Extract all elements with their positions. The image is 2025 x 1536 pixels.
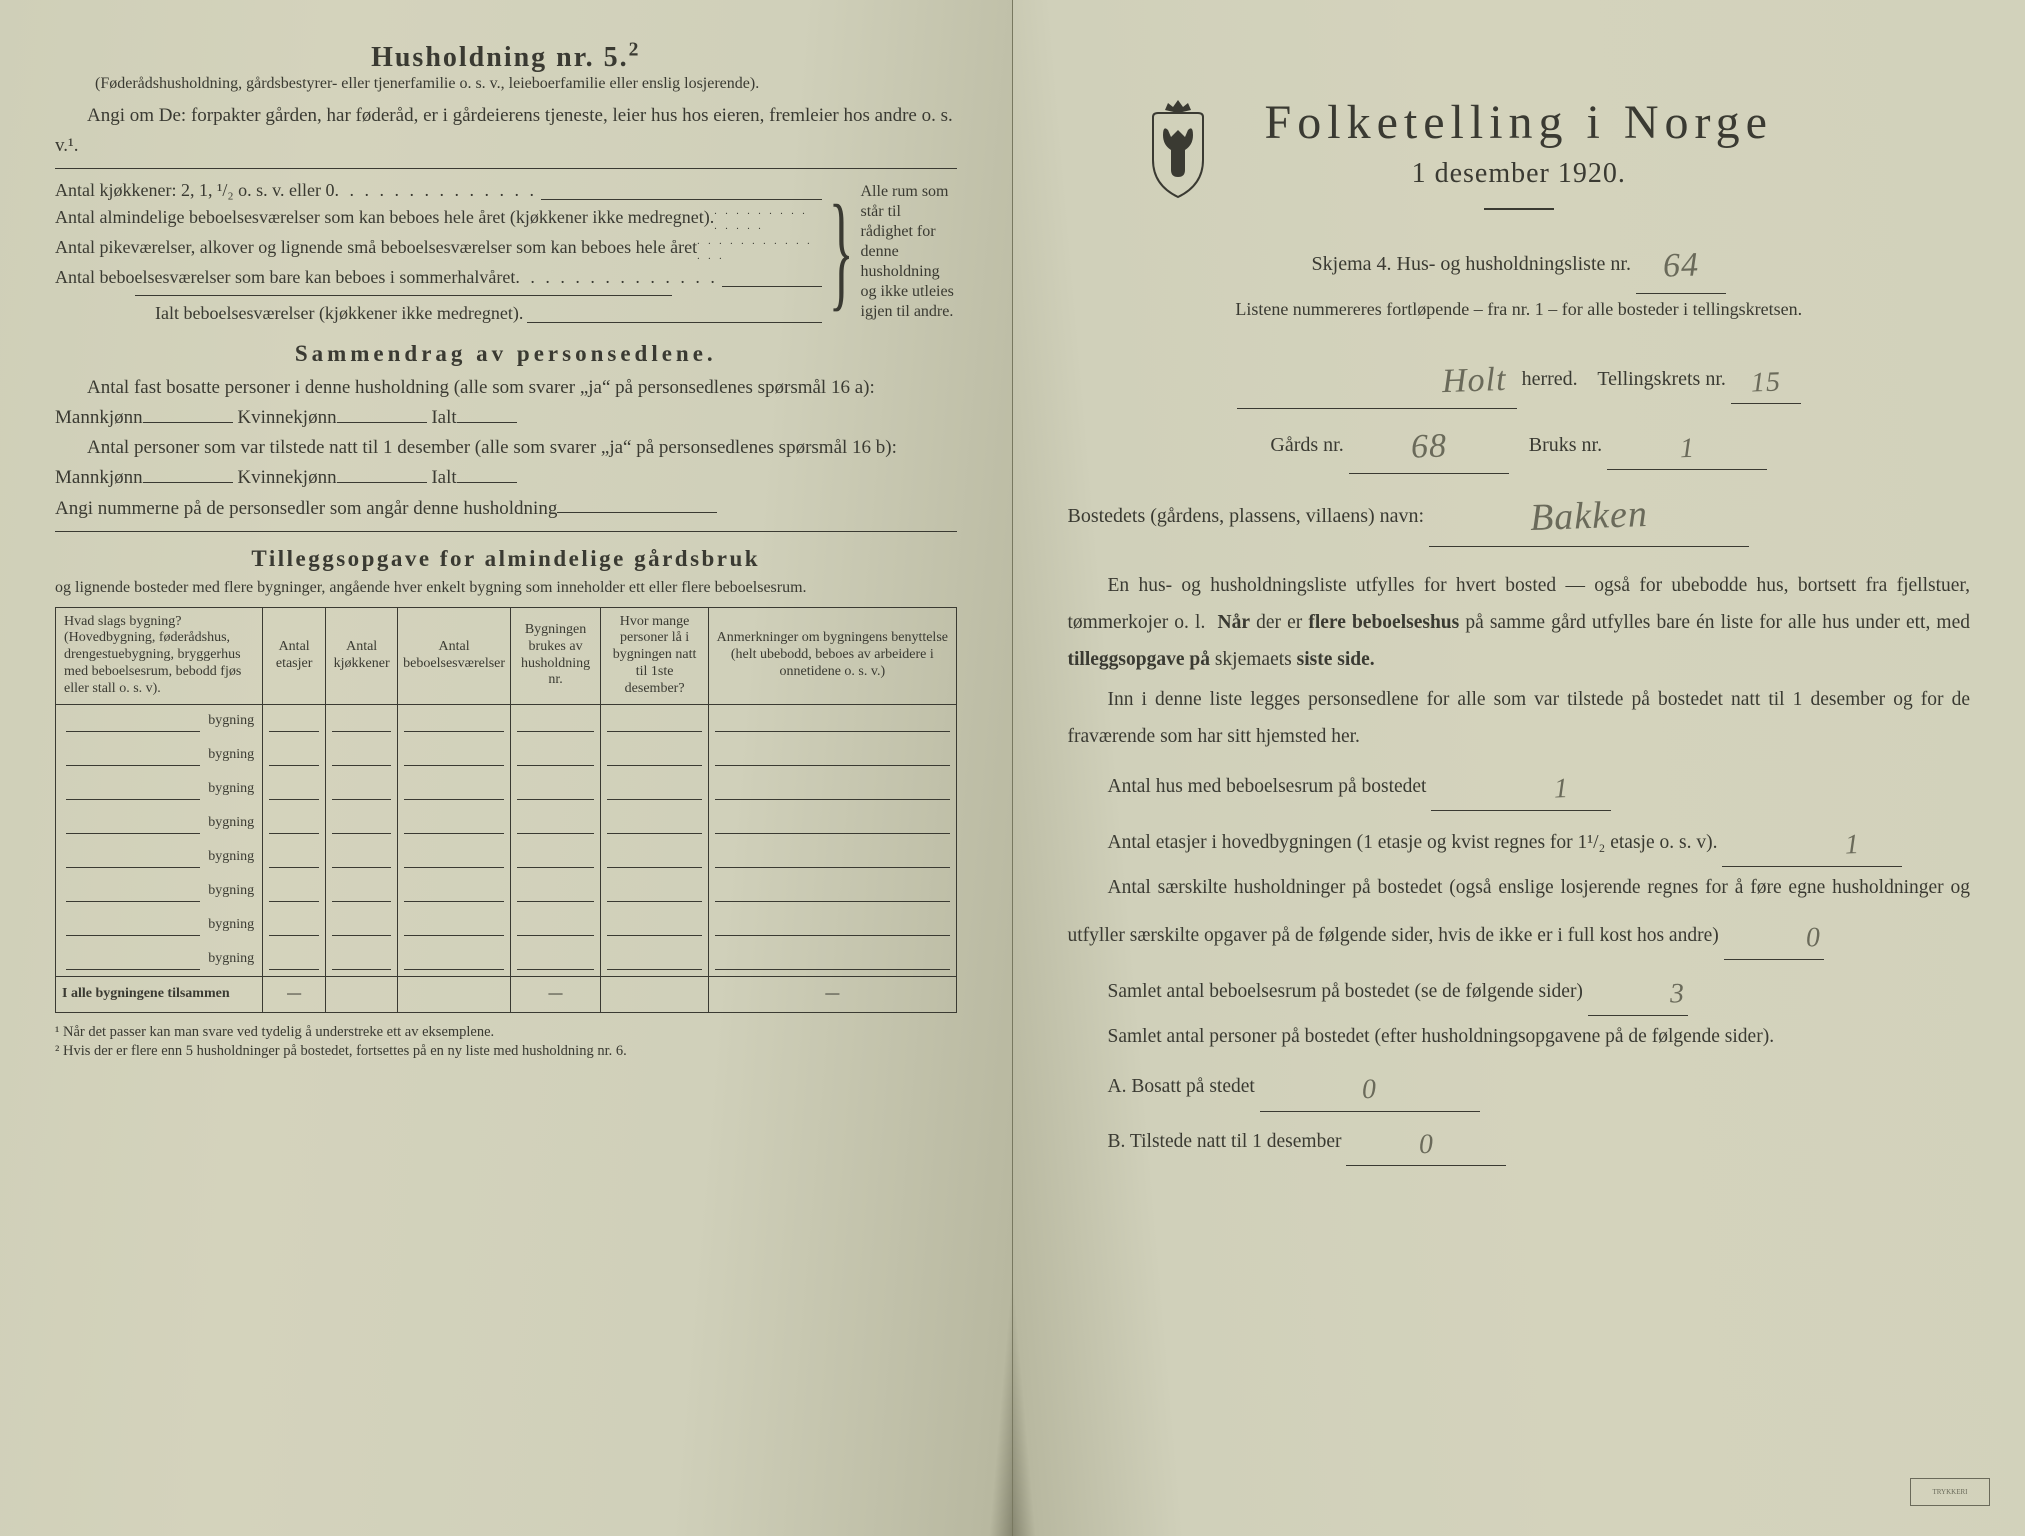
table-row: bygning [56, 840, 957, 874]
col-bygning: Hvad slags bygning? (Hovedbygning, føder… [56, 607, 263, 704]
q1: Antal hus med beboelsesrum på bostedet 1 [1068, 757, 1971, 811]
tillegg-sub: og lignende bosteder med flere bygninger… [55, 578, 957, 599]
rooms-group: Antal kjøkkener: 2, 1, ¹/₂ o. s. v. elle… [55, 177, 957, 327]
tillegg-table: Hvad slags bygning? (Hovedbygning, føder… [55, 607, 957, 1013]
q4: Samlet antal beboelsesrum på bostedet (s… [1068, 962, 1971, 1016]
section-tillegg: Tilleggsopgave for almindelige gårdsbruk [55, 546, 957, 572]
footnotes: ¹ Når det passer kan man svare ved tydel… [55, 1023, 957, 1062]
divider-2 [55, 531, 957, 532]
right-page: Folketelling i Norge 1 desember 1920. Sk… [1013, 0, 2025, 1536]
q5b: B. Tilstede natt til 1 desember 0 [1108, 1112, 1971, 1166]
document-spread: Husholdning nr. 5.2 (Føderådshusholdning… [0, 0, 2025, 1536]
herred-line: Holt herred. Tellingskrets nr. 15 [1068, 343, 1971, 409]
summary-line-3: Angi nummerne på de personsedler som ang… [55, 493, 957, 523]
col-kjokken: Antal kjøkkener [326, 607, 398, 704]
para-1: En hus- og husholdningsliste utfylles fo… [1068, 567, 1971, 678]
summary-line-2: Antal personer som var tilstede natt til… [55, 433, 957, 493]
table-header-row: Hvad slags bygning? (Hovedbygning, føder… [56, 607, 957, 704]
coat-of-arms-icon [1133, 95, 1223, 205]
table-sum-row: I alle bygningene tilsammen ——— [56, 976, 957, 1012]
left-page: Husholdning nr. 5.2 (Føderådshusholdning… [0, 0, 1013, 1536]
brace: } [829, 190, 854, 314]
table-row: bygning [56, 772, 957, 806]
col-anmerk: Anmerkninger om bygningens benyttelse (h… [709, 607, 956, 704]
table-row: bygning [56, 738, 957, 772]
intro-paren: (Føderådshusholdning, gårdsbestyrer- ell… [95, 74, 937, 95]
q5a: A. Bosatt på stedet 0 [1108, 1057, 1971, 1111]
body-text: En hus- og husholdningsliste utfylles fo… [1068, 567, 1971, 1165]
col-etasjer: Antal etasjer [263, 607, 326, 704]
table-row: bygning [56, 704, 957, 738]
brace-note: Alle rum som står til rådighet for denne… [861, 182, 957, 322]
q3: Antal særskilte husholdninger på bostede… [1068, 869, 1971, 960]
table-row: bygning [56, 806, 957, 840]
col-beboelse: Antal beboelsesværelser [398, 607, 511, 704]
gards-line: Gårds nr. 68 Bruks nr. 1 [1068, 409, 1971, 475]
title-divider [1484, 208, 1554, 210]
col-personer: Hvor mange personer lå i bygningen natt … [601, 607, 709, 704]
left-title: Husholdning nr. 5.2 [371, 42, 640, 73]
para-2: Inn i denne liste legges personsedlene f… [1068, 681, 1971, 755]
table-row: bygning [56, 874, 957, 908]
table-row: bygning [56, 908, 957, 942]
summary-line-1: Antal fast bosatte personer i denne hush… [55, 373, 957, 433]
printer-stamp: TRYKKERI [1910, 1478, 1990, 1506]
q2: Antal etasjer i hovedbygningen (1 etasje… [1068, 813, 1971, 867]
table-row: bygning [56, 942, 957, 976]
listene-line: Listene nummereres fortløpende – fra nr.… [1068, 298, 1971, 321]
skjema-line: Skjema 4. Hus- og husholdningsliste nr. … [1068, 228, 1971, 294]
footnote-2: ² Hvis der er flere enn 5 husholdninger … [55, 1042, 957, 1062]
divider [55, 168, 957, 169]
section-summary: Sammendrag av personsedlene. [55, 341, 957, 367]
footnote-1: ¹ Når det passer kan man svare ved tydel… [55, 1023, 957, 1043]
col-hushold: Bygningen brukes av husholdning nr. [511, 607, 601, 704]
intro-line: Angi om De: forpakter gården, har føderå… [55, 101, 957, 160]
bosted-line: Bostedets (gårdens, plassens, villaens) … [1068, 474, 1971, 547]
q5: Samlet antal personer på bostedet (efter… [1068, 1018, 1971, 1055]
